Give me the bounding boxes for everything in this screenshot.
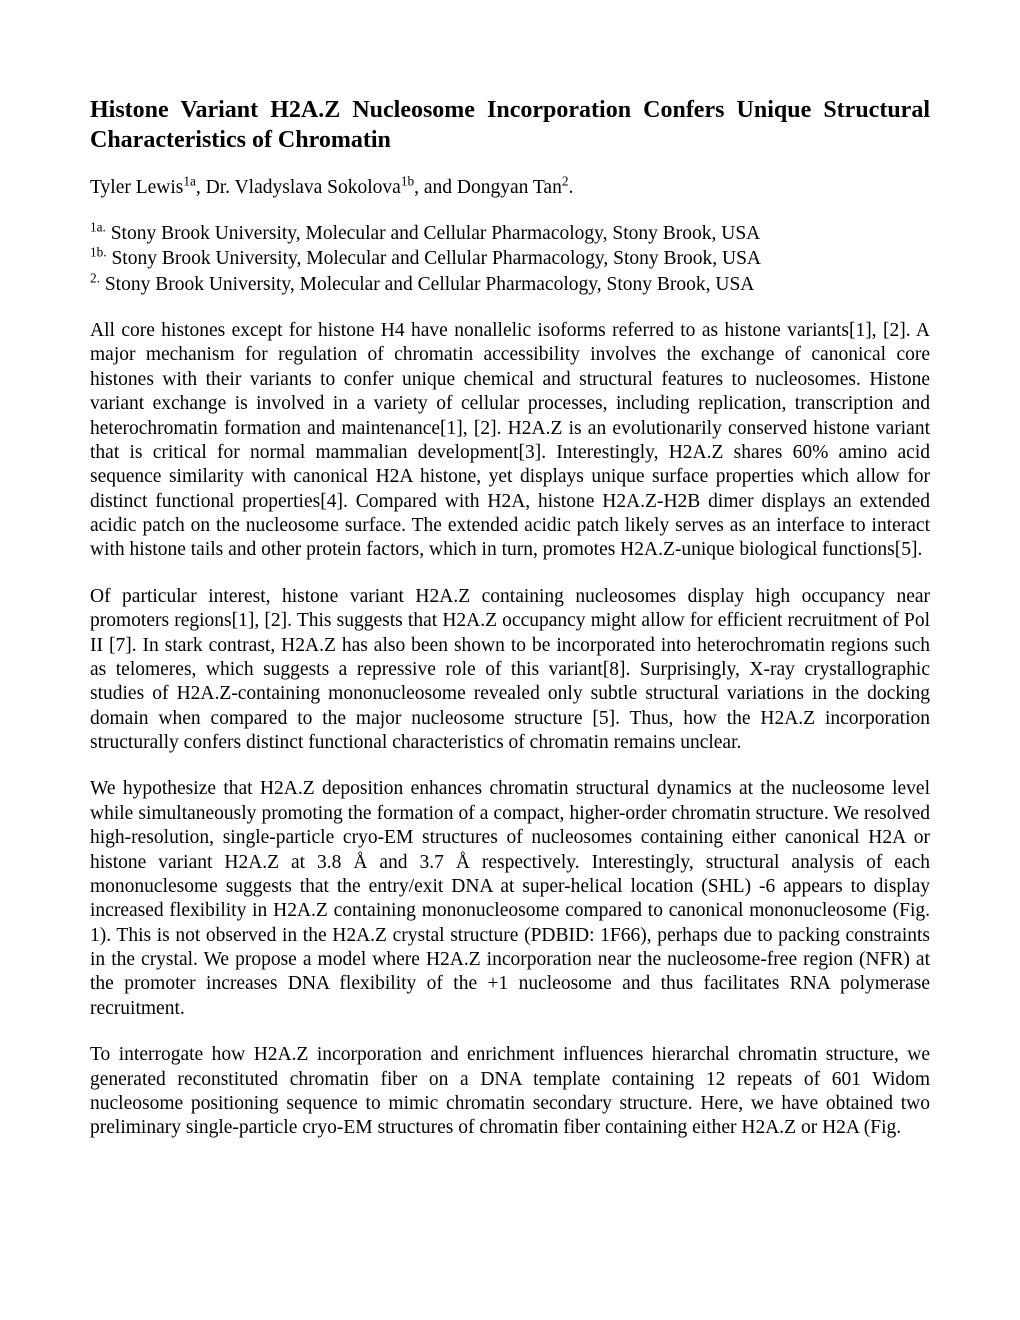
author-affil-sup: 1a [183, 174, 196, 189]
body-paragraph: All core histones except for histone H4 … [90, 319, 930, 563]
affiliations-block: 1a. Stony Brook University, Molecular an… [90, 221, 930, 297]
author-separator: , and [414, 177, 457, 198]
author-list: Tyler Lewis1a, Dr. Vladyslava Sokolova1b… [90, 177, 930, 199]
author-separator: , [196, 177, 206, 198]
affiliation-line: 2. Stony Brook University, Molecular and… [90, 272, 930, 297]
body-paragraph: Of particular interest, histone variant … [90, 585, 930, 756]
body-paragraph: We hypothesize that H2A.Z deposition enh… [90, 777, 930, 1021]
affiliation-sup: 1a. [90, 220, 106, 235]
affiliation-text: Stony Brook University, Molecular and Ce… [100, 274, 754, 295]
affiliation-sup: 2. [90, 270, 100, 285]
paper-title: Histone Variant H2A.Z Nucleosome Incorpo… [90, 95, 930, 155]
author-tail: . [568, 177, 573, 198]
body-paragraph: To interrogate how H2A.Z incorporation a… [90, 1043, 930, 1141]
author-affil-sup: 1b [401, 174, 414, 189]
author-name: Dongyan Tan [457, 177, 562, 198]
affiliation-line: 1b. Stony Brook University, Molecular an… [90, 246, 930, 271]
affiliation-line: 1a. Stony Brook University, Molecular an… [90, 221, 930, 246]
author-name: Dr. Vladyslava Sokolova [206, 177, 401, 198]
author-name: Tyler Lewis [90, 177, 183, 198]
affiliation-text: Stony Brook University, Molecular and Ce… [107, 248, 761, 269]
affiliation-sup: 1b. [90, 245, 107, 260]
affiliation-text: Stony Brook University, Molecular and Ce… [106, 223, 760, 244]
